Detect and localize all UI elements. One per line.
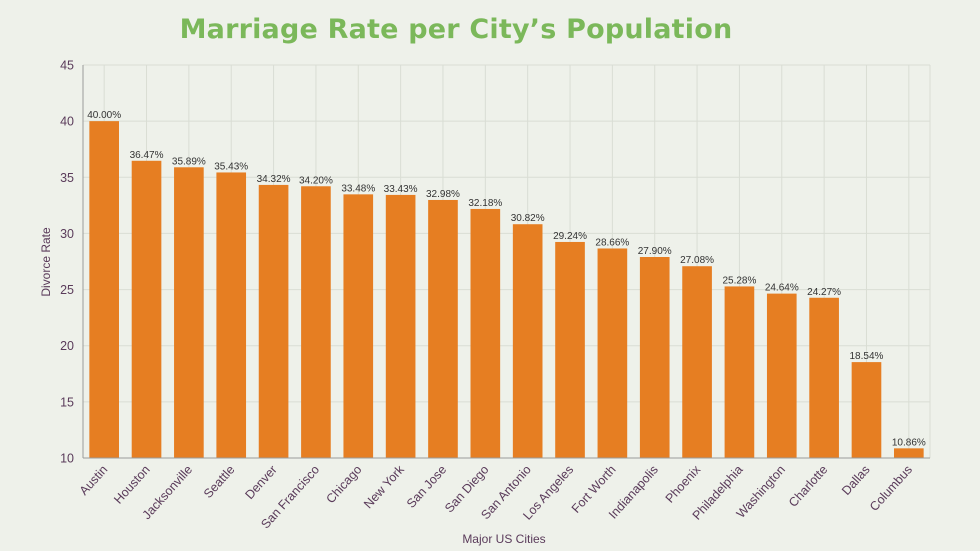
x-tick-label: Austin [77, 463, 111, 498]
data-label: 34.20% [299, 175, 333, 186]
bar [894, 448, 924, 458]
bar [809, 297, 839, 458]
data-label: 29.24% [553, 231, 587, 242]
data-label: 34.32% [257, 174, 291, 185]
chart-title: Marriage Rate per City’s Population [179, 14, 733, 45]
bar [428, 199, 458, 459]
bar [216, 172, 247, 458]
x-tick-label: New York [361, 462, 407, 511]
x-tick-label: Dallas [839, 463, 873, 498]
x-tick-label: Charlotte [786, 463, 830, 510]
data-label: 30.82% [511, 213, 545, 224]
data-label: 25.28% [722, 275, 756, 286]
y-tick-label: 35 [60, 171, 74, 185]
y-axis-title: Divorce Rate [39, 227, 53, 297]
data-label: 27.90% [638, 246, 672, 257]
x-tick-label: Phoenix [663, 462, 704, 505]
y-tick-label: 10 [60, 452, 74, 466]
bar [851, 362, 882, 458]
data-label: 18.54% [850, 351, 884, 362]
x-tick-label: Chicago [323, 463, 364, 506]
data-label: 28.66% [595, 237, 629, 248]
data-label: 36.47% [130, 150, 164, 161]
bar [512, 224, 543, 458]
bar [258, 184, 289, 458]
bar [89, 121, 119, 459]
y-tick-label: 30 [60, 227, 74, 241]
y-tick-label: 45 [60, 59, 74, 73]
data-label: 27.08% [680, 255, 714, 266]
x-tick-label: San Jose [404, 463, 449, 511]
bar [682, 266, 712, 458]
y-tick-label: 15 [60, 395, 74, 409]
bar [597, 248, 628, 458]
bar [724, 286, 755, 458]
data-label: 24.64% [765, 283, 799, 294]
bars [89, 121, 924, 459]
data-label: 10.86% [892, 437, 926, 448]
data-labels: 40.00% 36.47% 35.89% 35.43% 34.32% 34.20% 33.4… [87, 110, 926, 448]
y-tick-label: 20 [60, 339, 74, 353]
bar [555, 241, 585, 458]
data-label: 33.48% [341, 183, 375, 194]
bar [174, 167, 204, 458]
x-tick-label: Columbus [867, 463, 915, 514]
bar [766, 293, 797, 458]
bar [301, 186, 331, 459]
y-tick-label: 25 [60, 283, 74, 297]
bar [343, 194, 374, 458]
data-label: 35.89% [172, 156, 206, 167]
data-label: 32.18% [468, 198, 502, 209]
data-label: 33.43% [384, 184, 418, 195]
bar [470, 208, 501, 458]
bar [131, 160, 162, 458]
x-tick-label: Seattle [201, 463, 237, 501]
x-axis-title: Major US Cities [462, 532, 545, 546]
bar [639, 257, 670, 458]
grid-lines [83, 64, 931, 458]
x-tick-label: Houston [111, 463, 153, 507]
bar [385, 194, 416, 459]
y-tick-label: 40 [60, 115, 74, 129]
data-label: 40.00% [87, 110, 121, 121]
data-label: 35.43% [214, 161, 248, 172]
data-label: 24.27% [807, 287, 841, 298]
data-label: 32.98% [426, 189, 460, 200]
x-tick-label: Denver [242, 463, 279, 502]
